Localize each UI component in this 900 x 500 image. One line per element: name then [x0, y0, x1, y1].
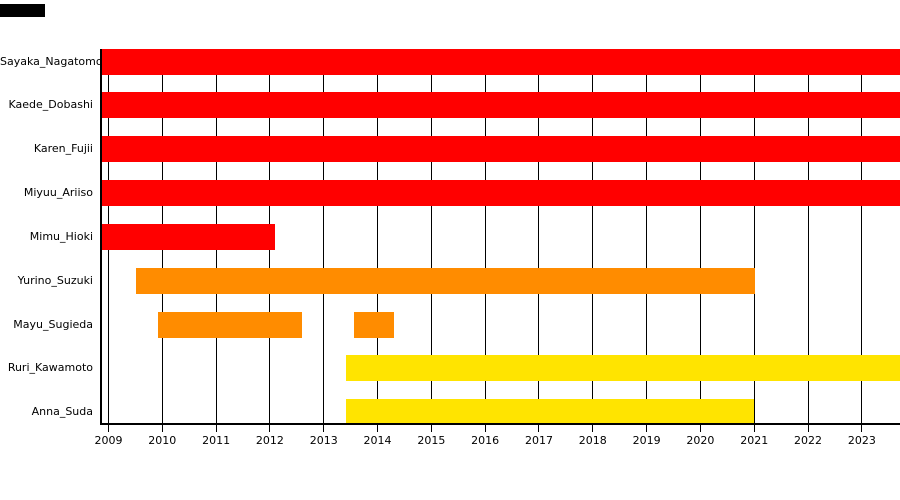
grid-line-2015 [430, 48, 432, 425]
gantt-bar-Karen_Fujii [101, 136, 900, 163]
grid-line-2016 [484, 48, 486, 425]
x-tick-2021 [753, 425, 755, 432]
grid-line-2014 [377, 48, 379, 425]
gantt-bar-Mayu_Sugieda [158, 311, 303, 338]
row-label-Anna_Suda: Anna_Suda [31, 405, 93, 419]
gantt-bar-Mayu_Sugieda [353, 311, 394, 338]
x-tick-2020 [699, 425, 701, 432]
row-label-Mimu_Hioki: Mimu_Hioki [29, 229, 93, 243]
x-tick-label: 2015 [417, 434, 446, 447]
x-tick-label: 2020 [686, 434, 715, 447]
row-label-Kaede_Dobashi: Kaede_Dobashi [8, 98, 93, 112]
x-tick-label: 2019 [632, 434, 661, 447]
x-tick-label: 2022 [794, 434, 823, 447]
x-tick-label: 2009 [94, 434, 123, 447]
grid-line-2018 [592, 48, 594, 425]
grid-line-2023 [861, 48, 863, 425]
x-tick-label: 2013 [309, 434, 338, 447]
row-label-Yurino_Suzuki: Yurino_Suzuki [17, 273, 93, 287]
gantt-bar-Anna_Suda [346, 399, 755, 426]
gantt-bar-Sayaka_Nagatomo [101, 48, 900, 75]
x-tick-2014 [377, 425, 379, 432]
x-tick-label: 2012 [255, 434, 284, 447]
x-tick-2022 [807, 425, 809, 432]
gantt-bar-Yurino_Suzuki [135, 267, 755, 294]
corner-marker [0, 4, 45, 17]
row-label-Miyuu_Ariiso: Miyuu_Ariiso [23, 186, 93, 200]
x-tick-label: 2018 [578, 434, 607, 447]
x-tick-2011 [215, 425, 217, 432]
x-tick-2016 [484, 425, 486, 432]
grid-line-2017 [538, 48, 540, 425]
gantt-bar-Ruri_Kawamoto [346, 355, 900, 382]
row-label-Sayaka_Nagatomo: Sayaka_Nagatomo [0, 54, 103, 68]
x-tick-2009 [108, 425, 109, 432]
y-axis-line [100, 48, 102, 425]
x-axis-line [100, 423, 900, 425]
row-label-Ruri_Kawamoto: Ruri_Kawamoto [7, 361, 93, 375]
grid-line-2013 [323, 48, 325, 425]
x-tick-2010 [161, 425, 163, 432]
x-tick-label: 2014 [363, 434, 392, 447]
x-tick-label: 2023 [847, 434, 876, 447]
row-label-Mayu_Sugieda: Mayu_Sugieda [13, 317, 93, 331]
x-tick-label: 2021 [740, 434, 769, 447]
x-tick-2017 [538, 425, 540, 432]
grid-line-2020 [699, 48, 701, 425]
x-tick-2013 [323, 425, 325, 432]
x-tick-label: 2011 [202, 434, 231, 447]
gantt-bar-Mimu_Hioki [101, 223, 276, 250]
x-tick-2018 [592, 425, 594, 432]
grid-line-2019 [646, 48, 648, 425]
gantt-bar-Miyuu_Ariiso [101, 180, 900, 207]
x-tick-2015 [430, 425, 432, 432]
x-tick-label: 2017 [524, 434, 553, 447]
grid-line-2021 [753, 48, 755, 425]
x-tick-2023 [861, 425, 863, 432]
grid-line-2022 [807, 48, 809, 425]
x-tick-2012 [269, 425, 271, 432]
x-tick-label: 2016 [471, 434, 500, 447]
x-tick-label: 2010 [148, 434, 177, 447]
x-tick-2019 [646, 425, 648, 432]
gantt-bar-Kaede_Dobashi [101, 92, 900, 119]
row-label-Karen_Fujii: Karen_Fujii [33, 142, 93, 156]
